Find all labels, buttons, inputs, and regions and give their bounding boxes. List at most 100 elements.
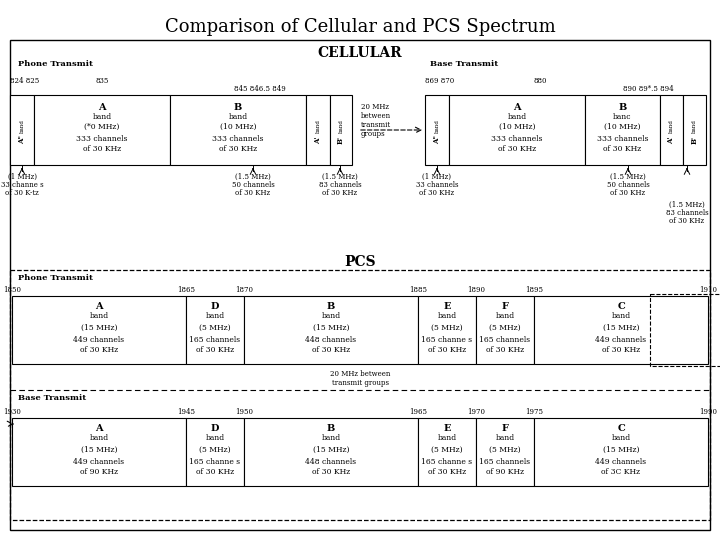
Bar [418, 296, 476, 364]
Text: band: band [321, 312, 341, 320]
Text: of 30 KHz: of 30 KHz [670, 217, 705, 225]
Text: band: band [434, 119, 439, 133]
Text: of 30 KHz: of 30 KHz [83, 145, 121, 153]
Text: 165 channe s: 165 channe s [189, 458, 240, 466]
Bar [585, 95, 660, 165]
Text: band: band [228, 113, 248, 121]
Bar [650, 294, 720, 366]
Text: (*0 MHz): (*0 MHz) [84, 123, 120, 131]
Bar [476, 296, 534, 364]
Text: of 30 KHz: of 30 KHz [235, 189, 271, 197]
Text: (1.5 MHz): (1.5 MHz) [610, 173, 646, 181]
Text: 83 channels: 83 channels [666, 209, 708, 217]
Text: B: B [234, 103, 242, 112]
Text: C: C [617, 302, 625, 311]
Text: 1885: 1885 [409, 286, 427, 294]
Text: (10 MHz): (10 MHz) [604, 123, 641, 131]
Bar [683, 95, 706, 165]
Text: (5 MHz): (5 MHz) [199, 446, 231, 454]
Text: band: band [495, 312, 515, 320]
Text: (1 MHz): (1 MHz) [7, 173, 37, 181]
Text: A: A [95, 424, 103, 433]
Text: of 30 KHz: of 30 KHz [611, 189, 646, 197]
Text: (5 MHz): (5 MHz) [199, 324, 231, 332]
Text: band: band [495, 434, 515, 442]
Text: band: band [19, 119, 24, 133]
Text: band: band [205, 312, 225, 320]
Text: 845 846.5 849: 845 846.5 849 [234, 85, 286, 93]
Text: of 3C KHz: of 3C KHz [601, 468, 641, 476]
Text: (15 MHz): (15 MHz) [81, 324, 117, 332]
Bar [244, 418, 418, 486]
Text: Base Transmit: Base Transmit [18, 394, 86, 402]
Text: band: band [89, 434, 109, 442]
Text: 449 channels: 449 channels [595, 336, 647, 344]
Bar [418, 418, 476, 486]
Text: (15 MHz): (15 MHz) [81, 446, 117, 454]
Text: 824 825: 824 825 [10, 77, 40, 85]
Text: 165 channels: 165 channels [480, 458, 531, 466]
Text: (15 MHz): (15 MHz) [603, 446, 639, 454]
Text: 1965: 1965 [409, 408, 427, 416]
Text: B': B' [337, 136, 345, 144]
Bar [170, 95, 306, 165]
Text: 1975: 1975 [525, 408, 543, 416]
Text: (5 MHz): (5 MHz) [489, 324, 521, 332]
Text: 165 channels: 165 channels [480, 336, 531, 344]
Text: Phone Transmit: Phone Transmit [18, 60, 93, 68]
Bar [330, 95, 352, 165]
Text: of 30 KHz: of 30 KHz [323, 189, 358, 197]
Text: C: C [617, 424, 625, 433]
Text: of 30 KHz: of 30 KHz [312, 346, 350, 354]
Text: 50 channels: 50 channels [607, 181, 649, 189]
Text: 1865: 1865 [177, 286, 195, 294]
Text: of 30 KHz: of 30 KHz [498, 145, 536, 153]
Bar [425, 95, 449, 165]
Text: 1910: 1910 [699, 286, 717, 294]
Text: 448 channels: 448 channels [305, 458, 356, 466]
Text: (10 MHz): (10 MHz) [499, 123, 535, 131]
Text: B: B [327, 424, 335, 433]
Text: Phone Transmit: Phone Transmit [18, 274, 93, 282]
Text: of 90 KHz: of 90 KHz [486, 468, 524, 476]
Bar [12, 296, 186, 364]
Text: band: band [321, 434, 341, 442]
Text: (1.5 MHz): (1.5 MHz) [669, 201, 705, 209]
Text: (5 MHz): (5 MHz) [489, 446, 521, 454]
Text: of 30 KHz: of 30 KHz [420, 189, 454, 197]
Text: B': B' [690, 136, 698, 144]
Text: band: band [92, 113, 112, 121]
Text: B: B [327, 302, 335, 311]
Bar [10, 95, 34, 165]
Text: between: between [361, 112, 391, 120]
Text: 448 channels: 448 channels [305, 336, 356, 344]
Text: A": A" [433, 136, 441, 144]
Text: of 30 KHz: of 30 KHz [80, 346, 118, 354]
Text: 33 channels: 33 channels [415, 181, 458, 189]
Text: E: E [444, 302, 451, 311]
Text: 1945: 1945 [177, 408, 195, 416]
Text: of 30 KHz: of 30 KHz [196, 346, 234, 354]
Bar [244, 296, 418, 364]
Text: band: band [508, 113, 526, 121]
Text: A': A' [314, 136, 322, 144]
Text: F: F [502, 424, 508, 433]
Bar [186, 418, 244, 486]
Text: (1 MHz): (1 MHz) [423, 173, 451, 181]
Text: A: A [95, 302, 103, 311]
Text: A': A' [667, 136, 675, 144]
Text: band: band [611, 312, 631, 320]
Text: 333 channels: 333 channels [597, 135, 648, 143]
Text: band: band [438, 312, 456, 320]
Bar [12, 418, 186, 486]
Text: band: band [669, 119, 674, 133]
Text: Comparison of Cellular and PCS Spectrum: Comparison of Cellular and PCS Spectrum [165, 18, 555, 36]
Bar [660, 95, 683, 165]
Text: band: band [611, 434, 631, 442]
Text: 165 channels: 165 channels [189, 336, 240, 344]
Text: of 30 KHz: of 30 KHz [603, 145, 642, 153]
Text: of 30 KHz: of 30 KHz [196, 468, 234, 476]
Text: A: A [98, 103, 106, 112]
Text: B: B [618, 103, 626, 112]
Text: D: D [211, 302, 219, 311]
